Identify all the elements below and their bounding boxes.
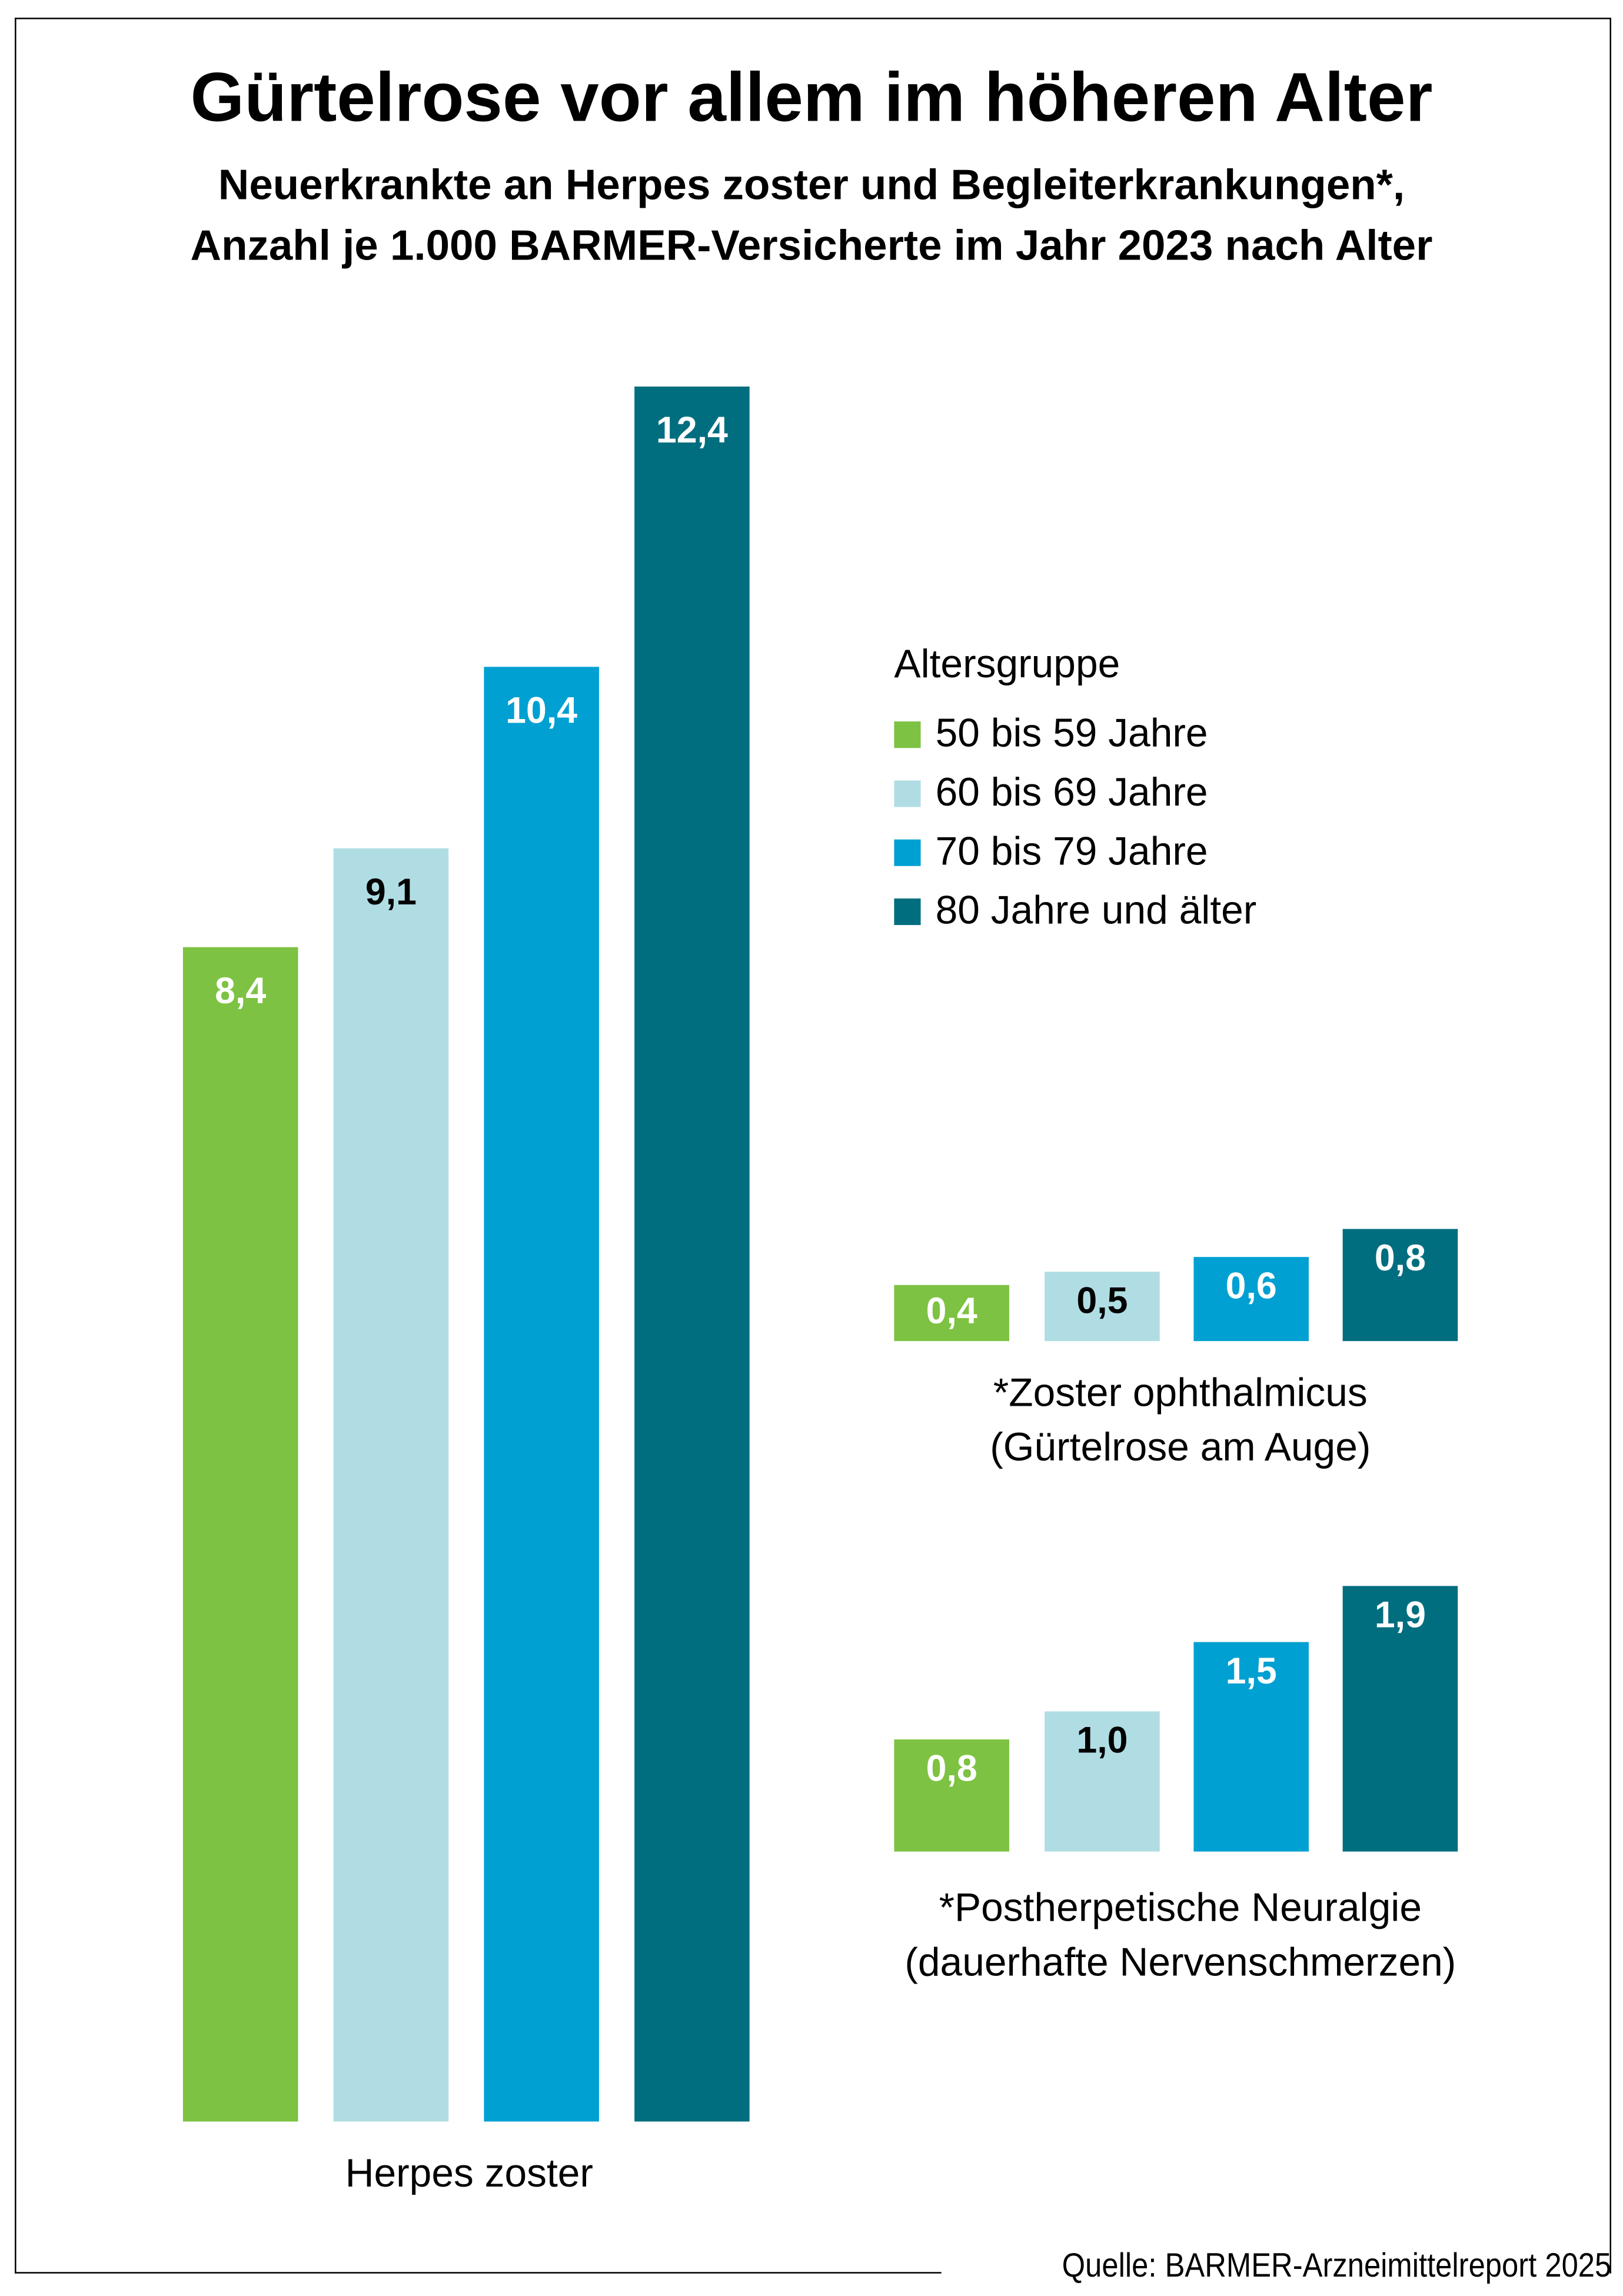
category-label-line: (dauerhafte Nervenschmerzen) bbox=[904, 1940, 1456, 1985]
bar bbox=[1045, 1711, 1160, 1852]
data-label: 12,4 bbox=[656, 411, 728, 452]
legend-label: 50 bis 59 Jahre bbox=[935, 711, 1208, 756]
data-label: 1,5 bbox=[1225, 1651, 1277, 1692]
category-label-line: *Zoster ophthalmicus bbox=[993, 1370, 1368, 1415]
bar bbox=[182, 946, 298, 2122]
data-label: 0,6 bbox=[1225, 1266, 1277, 1307]
legend-item: 70 bis 79 Jahre bbox=[894, 829, 1208, 875]
bar bbox=[894, 1285, 1009, 1342]
category-label-postherpetic-neuralgia: *Postherpetische Neuralgie (dauerhafte N… bbox=[826, 1881, 1535, 1991]
bar bbox=[484, 667, 599, 2122]
legend-title: Altersgruppe bbox=[894, 641, 1120, 686]
data-label: 8,4 bbox=[215, 970, 267, 1012]
bar bbox=[333, 848, 449, 2122]
legend-swatch bbox=[894, 780, 921, 807]
bar bbox=[1045, 1271, 1160, 1342]
legend-label: 70 bis 79 Jahre bbox=[935, 829, 1208, 874]
bar bbox=[894, 1739, 1009, 1852]
legend-item: 60 bis 69 Jahre bbox=[894, 770, 1208, 816]
data-label: 0,5 bbox=[1076, 1280, 1128, 1322]
legend-swatch bbox=[894, 838, 921, 866]
category-label-line: (Gürtelrose am Auge) bbox=[990, 1425, 1371, 1470]
legend-swatch bbox=[894, 720, 921, 747]
legend-swatch bbox=[894, 897, 921, 924]
legend-label: 80 Jahre und älter bbox=[935, 888, 1257, 933]
frame-border bbox=[15, 18, 1611, 2274]
frame-bottom-line bbox=[15, 2272, 942, 2274]
data-label: 1,0 bbox=[1076, 1720, 1128, 1762]
source-note: Quelle: BARMER-Arzneimittelreport 2025 bbox=[1062, 2245, 1611, 2284]
data-label: 1,9 bbox=[1374, 1595, 1426, 1636]
data-label: 0,4 bbox=[926, 1290, 977, 1333]
data-label: 0,8 bbox=[926, 1748, 977, 1790]
data-label: 10,4 bbox=[505, 690, 578, 732]
bar bbox=[1193, 1642, 1309, 1852]
legend-item: 80 Jahre und älter bbox=[894, 888, 1256, 934]
data-label: 9,1 bbox=[365, 872, 417, 914]
data-label: 0,8 bbox=[1374, 1238, 1426, 1280]
category-label-zoster-ophthalmicus: *Zoster ophthalmicus (Gürtelrose am Auge… bbox=[856, 1366, 1505, 1476]
legend-item: 50 bis 59 Jahre bbox=[894, 711, 1208, 757]
category-label-herpes-zoster: Herpes zoster bbox=[345, 2151, 594, 2195]
bar bbox=[1193, 1257, 1309, 1342]
bar bbox=[1342, 1229, 1458, 1342]
bar bbox=[1342, 1586, 1458, 1852]
category-label-line: *Postherpetische Neuralgie bbox=[939, 1885, 1422, 1930]
chart-title: Gürtelrose vor allem im höheren Alter bbox=[190, 57, 1433, 136]
chart-subtitle-line2: Anzahl je 1.000 BARMER-Versicherte im Ja… bbox=[190, 222, 1433, 270]
bar bbox=[634, 387, 750, 2122]
legend-label: 60 bis 69 Jahre bbox=[935, 770, 1208, 815]
chart-subtitle-line1: Neuerkrankte an Herpes zoster und Beglei… bbox=[218, 162, 1405, 210]
